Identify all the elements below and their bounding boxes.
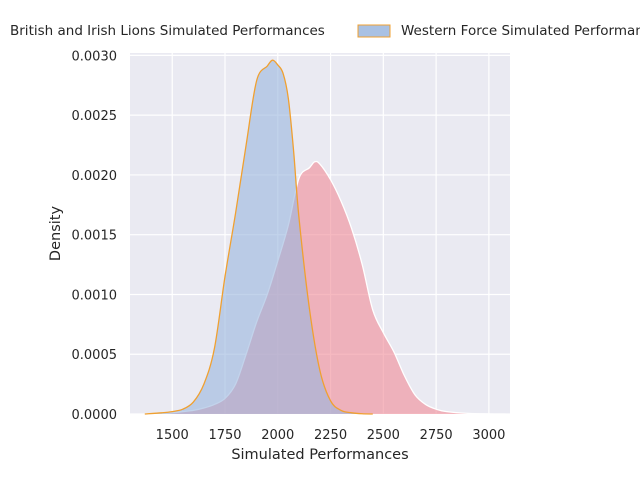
y-tick-label: 0.0020 xyxy=(72,169,118,184)
x-tick-label: 2750 xyxy=(420,428,453,443)
x-tick-label: 1750 xyxy=(208,428,241,443)
y-tick-label: 0.0010 xyxy=(72,288,118,303)
x-tick-label: 3000 xyxy=(472,428,505,443)
x-tick-label: 1500 xyxy=(156,428,189,443)
y-tick-label: 0.0005 xyxy=(72,348,118,363)
x-axis-title: Simulated Performances xyxy=(231,447,408,463)
density-areas xyxy=(144,59,506,415)
y-tick-label: 0.0025 xyxy=(72,109,118,124)
density-area-fill xyxy=(149,161,506,414)
x-axis-ticks: 1500 1750 2000 2250 2500 2750 3000 xyxy=(156,428,506,443)
y-axis-title: Density xyxy=(48,206,64,262)
y-tick-label: 0.0030 xyxy=(72,49,118,64)
density-area-fill xyxy=(144,60,373,415)
legend-swatch-series-2 xyxy=(357,24,391,38)
x-tick-label: 2250 xyxy=(314,428,347,443)
density-curve xyxy=(144,59,373,415)
series-2 xyxy=(144,59,373,415)
legend: British and Irish Lions Simulated Perfor… xyxy=(10,23,640,39)
x-tick-label: 2500 xyxy=(367,428,400,443)
x-tick-label: 2000 xyxy=(261,428,294,443)
y-tick-label: 0.0015 xyxy=(72,229,118,244)
y-axis-ticks: 0.0000 0.0005 0.0010 0.0015 0.0020 0.0025 0.00… xyxy=(72,49,118,423)
y-tick-label: 0.0000 xyxy=(72,408,118,423)
legend-label-series-1: British and Irish Lions Simulated Perfor… xyxy=(10,23,325,39)
legend-label-series-2: Western Force Simulated Performances xyxy=(401,23,640,39)
